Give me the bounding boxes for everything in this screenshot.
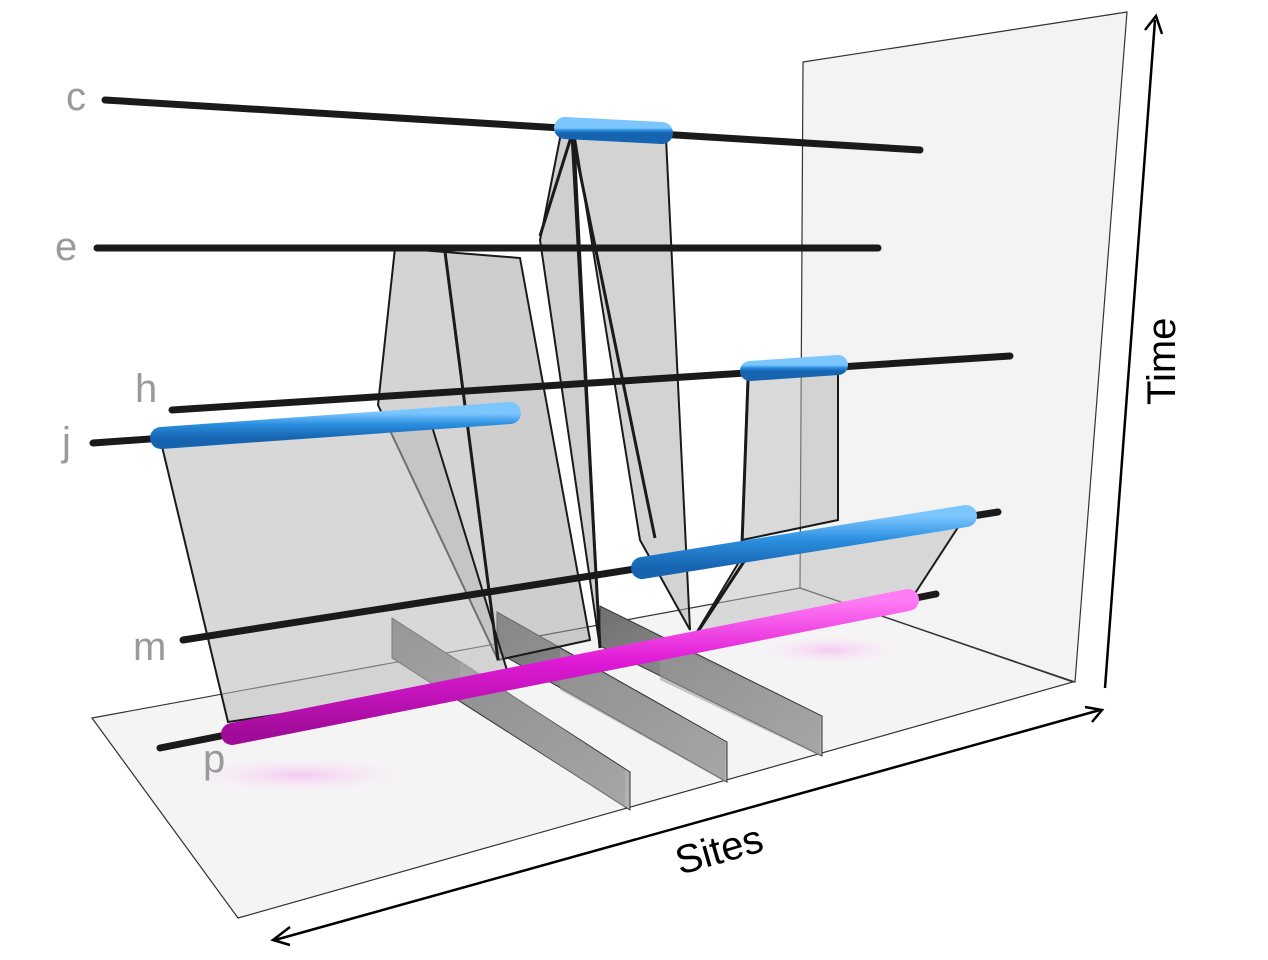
axis-label-time: Time <box>1140 318 1184 405</box>
time-axis-line <box>1103 19 1157 689</box>
lineage-h <box>168 352 1014 414</box>
sites-axis-arrowhead-right <box>1084 705 1105 723</box>
sample-wall-front-1 <box>460 660 625 808</box>
segments <box>150 117 977 745</box>
label-h: h <box>135 367 157 411</box>
label-p: p <box>203 737 225 781</box>
magenta-glow-left <box>160 753 440 797</box>
segment-p-magenta <box>221 589 919 745</box>
sample-wall-front-2 <box>560 650 725 782</box>
segment-h-blue <box>740 355 848 381</box>
sample-walls <box>391 605 823 811</box>
label-m: m <box>133 625 166 669</box>
edge-c-c <box>538 133 574 237</box>
axes <box>270 13 1164 947</box>
time-axis-arrowhead <box>1144 13 1164 35</box>
lineage-c <box>101 96 924 154</box>
edge-c-b <box>570 133 657 539</box>
edge-m-a <box>693 559 747 637</box>
edge-h-a <box>740 379 750 545</box>
label-j: j <box>61 420 71 464</box>
sites-axis-line <box>274 708 1101 942</box>
label-c: c <box>66 75 86 119</box>
segment-c-blue <box>554 117 673 144</box>
sample-wall-front-3 <box>660 640 820 756</box>
segment-j-blue <box>150 402 521 449</box>
edge-c-a <box>570 133 602 649</box>
sites-axis-arrowhead-left <box>270 926 291 947</box>
segment-m-blue <box>631 505 977 579</box>
label-e: e <box>55 225 77 269</box>
ribbon-h <box>740 366 839 542</box>
magenta-glow-right <box>740 632 920 668</box>
